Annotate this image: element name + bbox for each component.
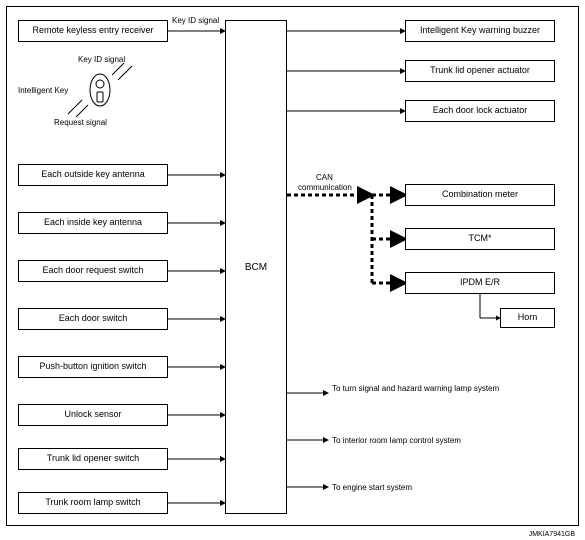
ref-code: JMKIA7941GB [529, 531, 575, 538]
box-door-lock-actuator: Each door lock actuator [405, 100, 555, 122]
box-unlock-sensor: Unlock sensor [18, 404, 168, 426]
link-interior-lamp: To interior room lamp control system [332, 436, 562, 445]
box-ik-buzzer: Intelligent Key warning buzzer [405, 20, 555, 42]
label: Intelligent Key warning buzzer [420, 26, 540, 36]
label: Combination meter [442, 190, 518, 200]
bcm-block: BCM [225, 20, 287, 514]
diagram-canvas: BCM Remote keyless entry receiver Each o… [0, 0, 585, 540]
label: Unlock sensor [64, 410, 121, 420]
label: Each inside key antenna [44, 218, 142, 228]
label: TCM* [469, 234, 492, 244]
box-outside-antenna: Each outside key antenna [18, 164, 168, 186]
label-intelligent-key: Intelligent Key [18, 86, 68, 95]
box-trunk-room-lamp: Trunk room lamp switch [18, 492, 168, 514]
label-request-signal: Request signal [54, 118, 107, 127]
box-remote-receiver: Remote keyless entry receiver [18, 20, 168, 42]
box-door-request: Each door request switch [18, 260, 168, 282]
box-horn: Horn [500, 308, 555, 328]
label: Horn [518, 313, 538, 323]
box-trunk-actuator: Trunk lid opener actuator [405, 60, 555, 82]
label: Each door lock actuator [433, 106, 528, 116]
label-key-id-top: Key ID signal [172, 16, 219, 25]
label: IPDM E/R [460, 278, 500, 288]
label: Push-button ignition switch [39, 362, 146, 372]
label: Trunk room lamp switch [45, 498, 140, 508]
box-push-button: Push-button ignition switch [18, 356, 168, 378]
box-combination-meter: Combination meter [405, 184, 555, 206]
bcm-label: BCM [245, 262, 267, 273]
label: Each door switch [59, 314, 128, 324]
box-door-switch: Each door switch [18, 308, 168, 330]
label: Trunk lid opener actuator [430, 66, 530, 76]
label-key-id-illus: Key ID signal [78, 55, 125, 64]
link-turn-signal: To turn signal and hazard warning lamp s… [332, 384, 562, 393]
label: Trunk lid opener switch [47, 454, 139, 464]
box-trunk-opener-sw: Trunk lid opener switch [18, 448, 168, 470]
link-engine-start: To engine start system [332, 483, 562, 492]
label: Each door request switch [42, 266, 143, 276]
label: Remote keyless entry receiver [32, 26, 153, 36]
label-communication: communication [298, 183, 352, 192]
box-tcm: TCM* [405, 228, 555, 250]
box-inside-antenna: Each inside key antenna [18, 212, 168, 234]
label: Each outside key antenna [41, 170, 145, 180]
label-can: CAN [316, 173, 333, 182]
box-ipdm: IPDM E/R [405, 272, 555, 294]
